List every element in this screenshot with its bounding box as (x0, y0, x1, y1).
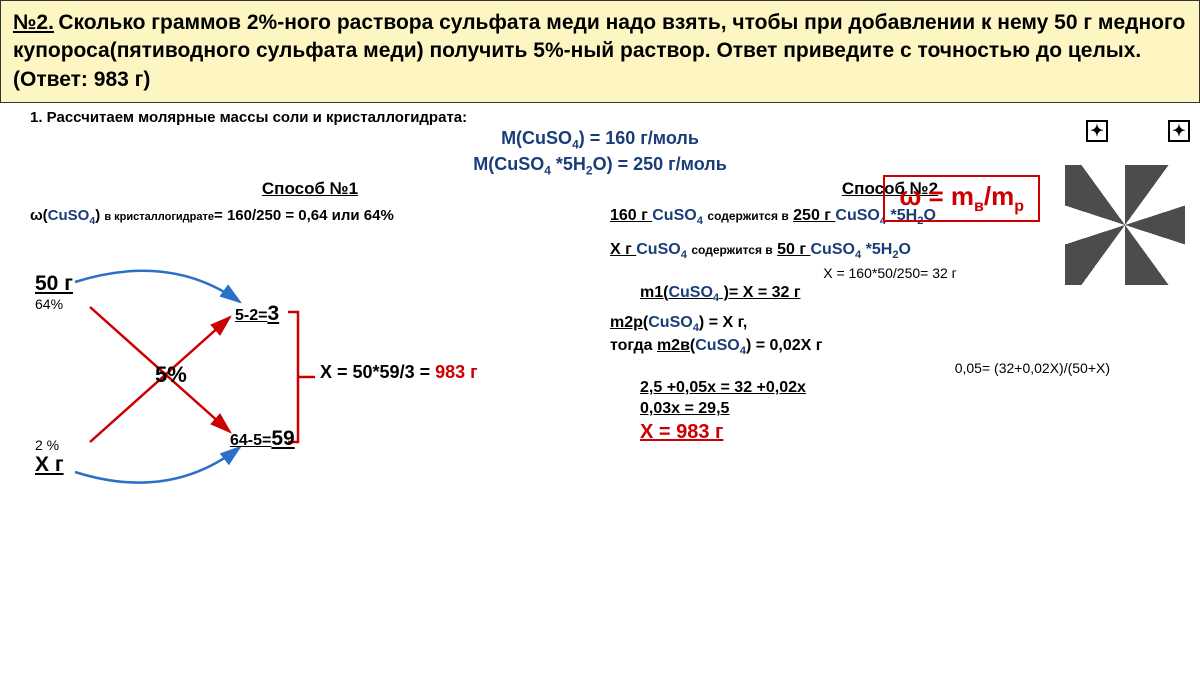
problem-number: №2. (13, 11, 54, 34)
result: X = 50*59/3 = 983 г (320, 362, 478, 383)
top-pct: 64% (35, 296, 73, 312)
node-top-left: 50 г 64% (35, 272, 73, 312)
qr-markers: ✦ ✦ (1086, 120, 1190, 142)
result-answer: 983 г (435, 362, 478, 382)
bottom-pct: 2 % (35, 437, 64, 453)
m2-answer: X = 983 г (610, 421, 1170, 444)
omega-formula: ω = mв/mр (883, 175, 1040, 222)
omega-calc: ω(CuSO4) в кристаллогидрате= 160/250 = 0… (30, 207, 590, 227)
center-percent: 5% (155, 362, 187, 388)
diff-2: 64-5=59 (230, 427, 295, 451)
step-1-heading: 1. Рассчитаем молярные массы соли и крис… (0, 103, 1200, 126)
methods-container: Способ №1 ω(CuSO4) в кристаллогидрате= 1… (0, 179, 1200, 517)
problem-statement: №2. Сколько граммов 2%-ного раствора сул… (0, 0, 1200, 103)
m2-m2p: m2р(CuSO4) = X г, (610, 314, 1170, 334)
result-expr: X = 50*59/3 = (320, 362, 435, 382)
molar-mass-1: M(CuSO4) = 160 г/моль (0, 128, 1200, 152)
qr-marker-icon: ✦ (1086, 120, 1108, 142)
bottom-mass: X г (35, 453, 64, 477)
qr-marker-icon: ✦ (1168, 120, 1190, 142)
node-bottom-left: 2 % X г (35, 437, 64, 477)
pearson-cross: 50 г 64% 2 % X г 5% 5-2=3 64-5=59 X = 50… (30, 257, 590, 517)
qr-code-icon (1065, 165, 1185, 285)
m2-eq2: 2,5 +0,05х = 32 +0,02х (610, 379, 1170, 397)
m2-m2v: тогда m2в(CuSO4) = 0,02X г (610, 337, 1170, 357)
method-1-title: Способ №1 (30, 179, 590, 199)
m2-m1: m1(CuSO4 )= X = 32 г (610, 284, 1170, 304)
cross-arrows-svg (30, 257, 450, 517)
m2-eq1: 0,05= (32+0,02X)/(50+X) (610, 360, 1170, 376)
m2-eq3: 0,03х = 29,5 (610, 400, 1170, 418)
method-1: Способ №1 ω(CuSO4) в кристаллогидрате= 1… (20, 179, 600, 517)
top-mass: 50 г (35, 272, 73, 296)
diff-1: 5-2=3 (235, 302, 279, 326)
problem-text: Сколько граммов 2%-ного раствора сульфат… (13, 11, 1185, 91)
molar-mass-2: M(CuSO4 *5H2O) = 250 г/моль (0, 154, 1200, 178)
